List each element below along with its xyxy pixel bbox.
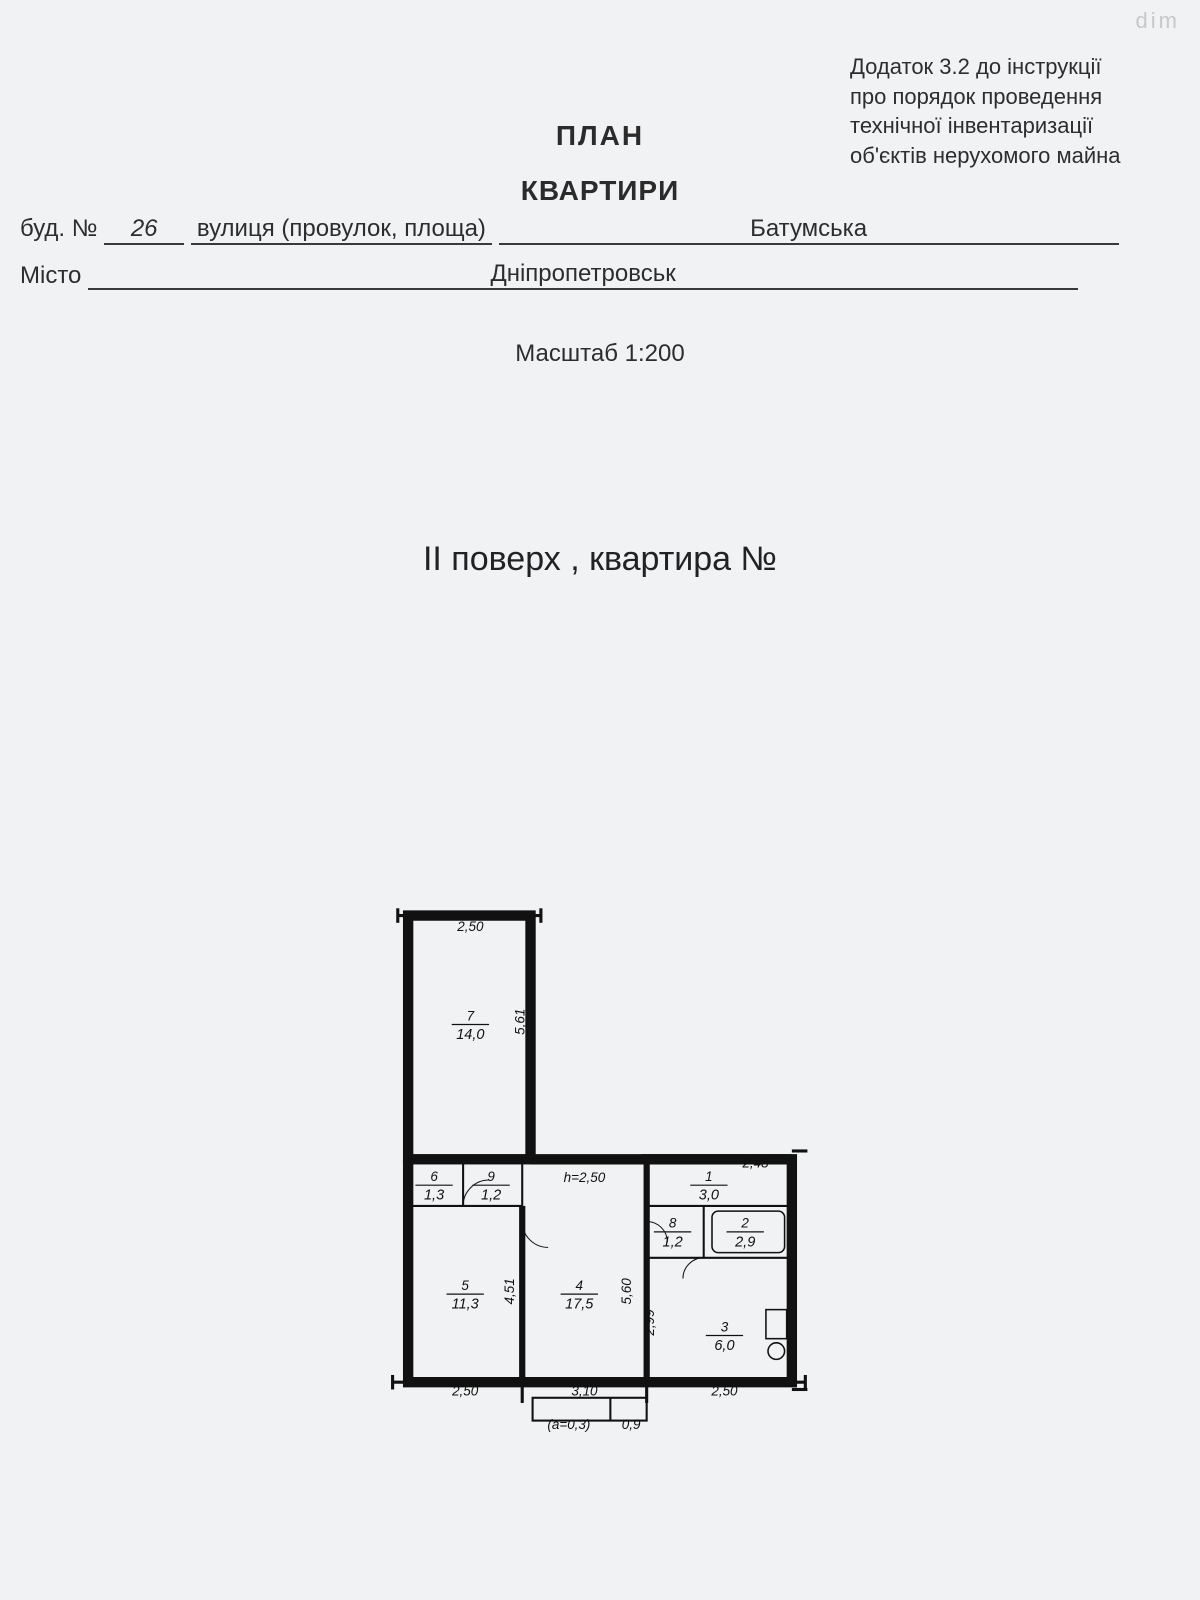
svg-text:14,0: 14,0 [456, 1027, 484, 1043]
title-plan: ПЛАН [0, 120, 1200, 152]
form-line-address: буд. № 26 вулиця (провулок, площа) Батум… [20, 215, 1120, 245]
bud-label: буд. № [20, 215, 98, 243]
room-label: 22,9 [727, 1216, 764, 1251]
appendix-line: Додаток 3.2 до інструкції [850, 52, 1200, 82]
street-value: Батумська [499, 215, 1119, 245]
city-value: Дніпропетровськ [88, 260, 1078, 290]
svg-text:1,2: 1,2 [663, 1234, 683, 1250]
svg-text:4: 4 [576, 1278, 584, 1293]
dimension-text: (a=0,3) [547, 1417, 590, 1432]
dimension-text: 5,61 [512, 1009, 527, 1035]
dimension-text: 2,50 [710, 1384, 738, 1399]
svg-text:1,3: 1,3 [424, 1188, 444, 1204]
form-line-city: Місто Дніпропетровськ [20, 260, 1120, 290]
dimension-text: 2,99 [642, 1309, 657, 1337]
svg-text:2: 2 [740, 1216, 749, 1231]
scale-text: Масштаб 1:200 [0, 340, 1200, 368]
svg-text:2,9: 2,9 [734, 1234, 755, 1250]
dimension-text: 2,48 [741, 1156, 769, 1171]
svg-text:5: 5 [461, 1278, 469, 1293]
bud-value: 26 [104, 215, 184, 245]
floor-apartment-text: II поверх , квартира № [0, 540, 1200, 579]
floorplan: h=2,50 714,061,391,2511,3417,513,081,222… [300, 900, 900, 1460]
svg-text:3: 3 [721, 1319, 729, 1334]
svg-text:3,0: 3,0 [699, 1188, 719, 1204]
svg-text:1,2: 1,2 [481, 1188, 501, 1204]
dimension-text: 2,50 [451, 1384, 479, 1399]
room-label: 91,2 [472, 1169, 509, 1204]
title-apartment: КВАРТИРИ [0, 175, 1200, 207]
ceiling-height: h=2,50 [564, 1170, 606, 1185]
room-label: 81,2 [654, 1216, 691, 1251]
room-label: 417,5 [561, 1278, 598, 1313]
svg-text:9: 9 [487, 1169, 495, 1184]
svg-text:7: 7 [467, 1008, 475, 1023]
city-label: Місто [20, 262, 81, 290]
dimension-text: 0,9 [622, 1417, 641, 1432]
svg-text:1: 1 [705, 1169, 713, 1184]
appendix-line: про порядок проведення [850, 82, 1200, 112]
dimension-text: 2,50 [456, 919, 484, 934]
room-label: 36,0 [706, 1319, 743, 1354]
dimension-text: 3,10 [571, 1384, 598, 1399]
dimension-text: 4,51 [502, 1278, 517, 1304]
room-label: 13,0 [690, 1169, 727, 1204]
dimension-text: 5,60 [619, 1278, 634, 1305]
svg-text:11,3: 11,3 [452, 1297, 479, 1313]
room-label: 511,3 [447, 1278, 484, 1313]
svg-text:6,0: 6,0 [714, 1338, 734, 1354]
appendix-block: Додаток 3.2 до інструкції про порядок пр… [850, 52, 1200, 171]
floorplan-svg: h=2,50 714,061,391,2511,3417,513,081,222… [300, 900, 900, 1460]
svg-text:17,5: 17,5 [565, 1297, 594, 1313]
room-label: 61,3 [415, 1169, 452, 1204]
street-label: вулиця (провулок, площа) [191, 215, 492, 245]
room-label: 714,0 [452, 1008, 489, 1043]
watermark-text: dim [1136, 8, 1180, 34]
svg-text:6: 6 [430, 1169, 438, 1184]
dimension-labels: 2,505,612,484,515,602,992,503,102,50(a=0… [451, 919, 769, 1432]
svg-text:8: 8 [669, 1216, 677, 1231]
